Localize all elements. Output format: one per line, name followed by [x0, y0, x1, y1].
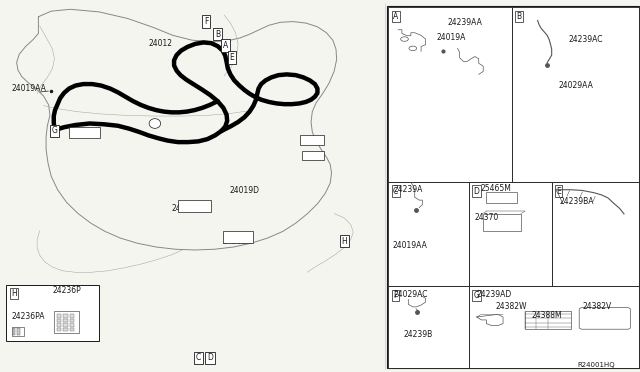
Bar: [70, 328, 74, 331]
Text: 24370: 24370: [475, 213, 499, 222]
Text: R24001HQ: R24001HQ: [577, 362, 615, 368]
Text: D: D: [474, 187, 479, 196]
Bar: [178, 200, 211, 212]
Text: 24239AC: 24239AC: [568, 35, 603, 44]
Bar: [387, 6, 639, 368]
FancyBboxPatch shape: [579, 308, 630, 329]
Text: 24239AA: 24239AA: [448, 18, 483, 27]
Text: 24382R: 24382R: [223, 237, 252, 246]
Text: 24239AD: 24239AD: [477, 290, 512, 299]
Text: H: H: [342, 237, 347, 246]
Bar: [57, 314, 61, 318]
Text: 24019AA: 24019AA: [392, 241, 427, 250]
Text: 24019D: 24019D: [229, 186, 259, 195]
Text: F: F: [393, 291, 397, 300]
Bar: [223, 231, 253, 243]
Text: 24382V: 24382V: [582, 302, 612, 311]
Text: 24388M: 24388M: [531, 311, 562, 320]
Bar: [57, 319, 61, 322]
Bar: [525, 311, 571, 329]
Text: E: E: [556, 187, 561, 196]
Text: C: C: [196, 353, 201, 362]
Text: E: E: [229, 53, 234, 62]
Bar: [63, 328, 68, 331]
Ellipse shape: [149, 119, 161, 128]
Text: F: F: [204, 17, 208, 26]
Text: 24019A: 24019A: [436, 33, 466, 42]
Text: 24029AA: 24029AA: [558, 81, 593, 90]
Text: B: B: [215, 30, 220, 39]
Bar: [300, 135, 324, 145]
Bar: [63, 314, 68, 318]
Text: D: D: [207, 353, 213, 362]
Bar: [54, 311, 79, 333]
Bar: [70, 314, 74, 318]
Text: 24239B: 24239B: [403, 330, 433, 339]
Bar: [483, 214, 521, 231]
Bar: [70, 323, 74, 327]
Text: C: C: [393, 187, 398, 196]
Bar: [388, 182, 469, 286]
Bar: [12, 327, 24, 336]
Bar: [388, 7, 512, 182]
Text: 24029AC: 24029AC: [394, 290, 428, 299]
Text: 24239BA: 24239BA: [560, 197, 595, 206]
Text: 24012: 24012: [148, 39, 173, 48]
Text: G: G: [51, 126, 58, 135]
Text: G: G: [474, 291, 479, 300]
Bar: [63, 319, 68, 322]
Text: 25465M: 25465M: [481, 185, 511, 193]
Text: H: H: [11, 289, 17, 298]
Text: 24019AA: 24019AA: [12, 84, 46, 93]
Text: 24382W: 24382W: [496, 302, 527, 311]
Bar: [469, 182, 552, 286]
Bar: [70, 319, 74, 322]
Text: B: B: [516, 12, 522, 21]
Bar: [13, 328, 15, 335]
Bar: [388, 286, 469, 368]
Bar: [17, 328, 20, 335]
Bar: [57, 323, 61, 327]
Bar: [63, 323, 68, 327]
Bar: [302, 151, 324, 160]
Bar: [6, 285, 99, 341]
Bar: [512, 7, 639, 182]
Bar: [69, 127, 100, 138]
Text: A: A: [393, 12, 398, 21]
Bar: [469, 286, 639, 368]
Text: 24239A: 24239A: [394, 185, 423, 194]
Bar: [57, 328, 61, 331]
Text: A: A: [223, 41, 228, 50]
Bar: [486, 192, 517, 203]
Text: 24236PA: 24236PA: [12, 312, 45, 321]
Text: 24382U: 24382U: [172, 204, 201, 213]
Text: 24236P: 24236P: [52, 286, 81, 295]
Bar: [552, 182, 639, 286]
